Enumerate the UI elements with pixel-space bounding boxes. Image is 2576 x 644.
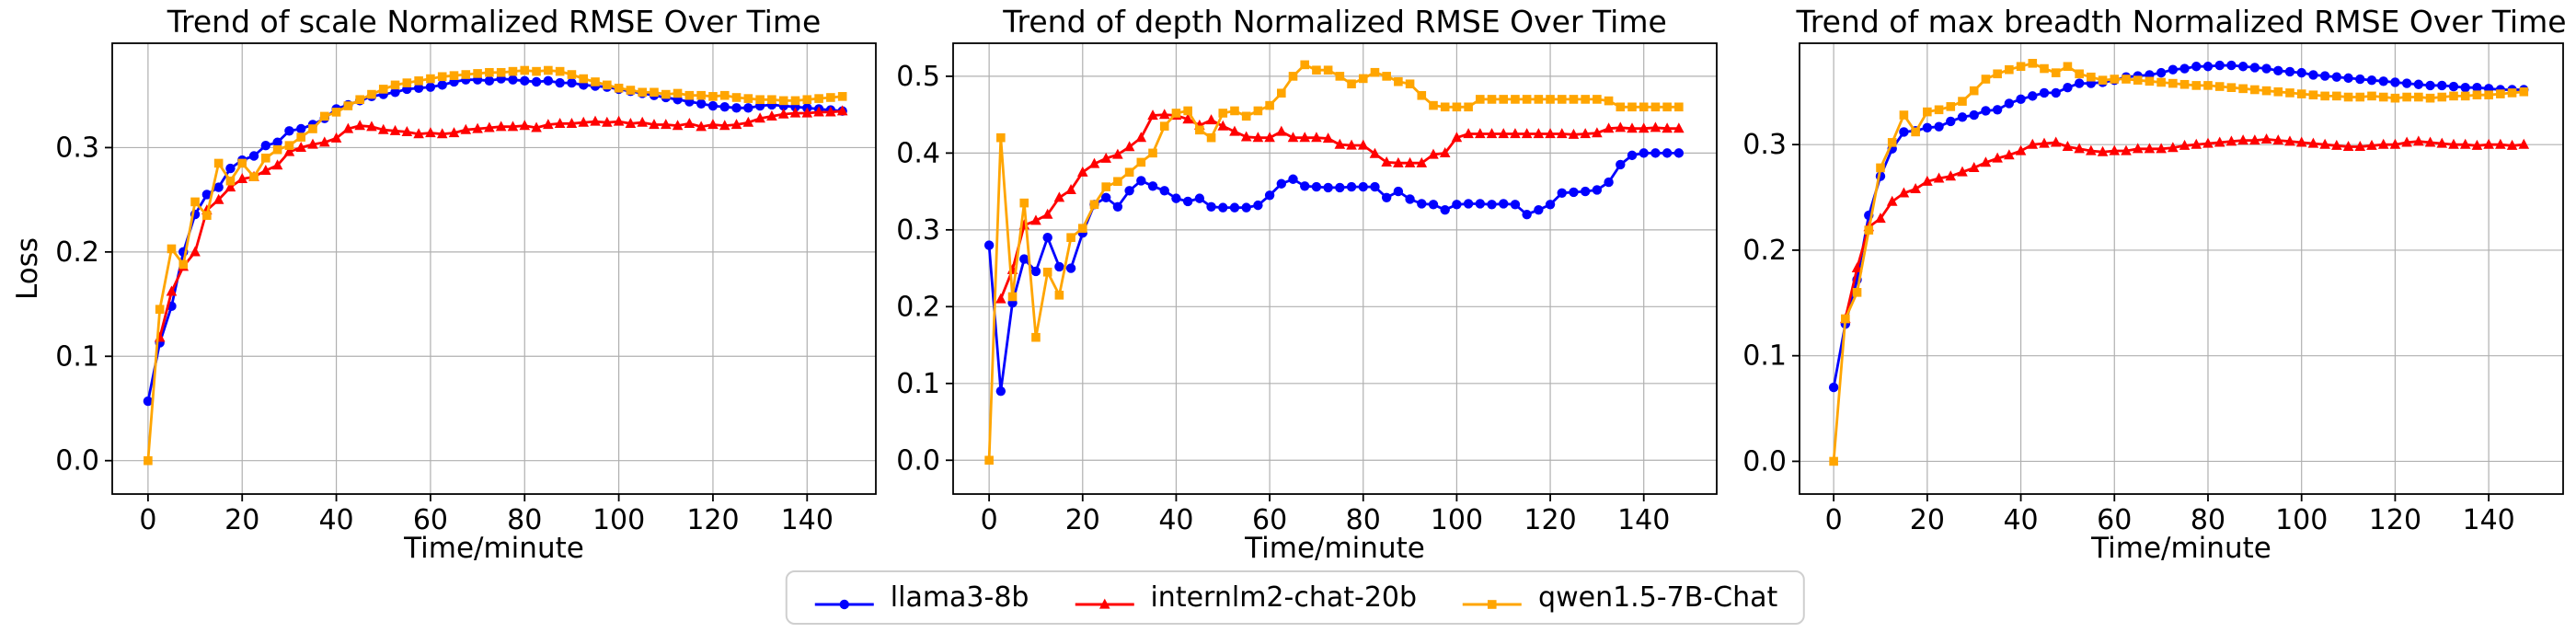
series-markers-qwen1.5-7B-Chat: [1829, 59, 2529, 466]
x-tick-label: 80: [2191, 504, 2225, 536]
legend-label: llama3-8b: [890, 581, 1029, 614]
legend-label: qwen1.5-7B-Chat: [1538, 581, 1778, 614]
series-markers-internlm2-chat-20b: [1840, 133, 2530, 324]
x-tick-label: 120: [2369, 504, 2421, 536]
y-tick-label: 0.3: [896, 214, 940, 247]
y-tick-label: 0.2: [55, 236, 99, 269]
x-tick-label: 120: [686, 504, 739, 536]
legend-entry-llama3-8b: llama3-8b: [813, 581, 1029, 614]
legend-label: internlm2-chat-20b: [1150, 581, 1418, 614]
x-tick-label: 140: [781, 504, 834, 536]
series-markers-llama3-8b: [983, 148, 1685, 397]
series-line-qwen1.5-7B-Chat: [146, 69, 843, 461]
y-tick-label: 0.0: [1742, 445, 1787, 477]
x-tick-label: 0: [1825, 504, 1843, 536]
x-axis-label-depth: Time/minute: [1245, 532, 1425, 565]
series-markers-qwen1.5-7B-Chat: [144, 65, 847, 466]
legend-line-triangle-icon: [1073, 589, 1135, 609]
axes: 0 20 40 60 80 100 120 140 0.0 0.1 0.2 0.3: [55, 132, 834, 536]
x-tick-label: 20: [1910, 504, 1945, 536]
y-axis-label-loss: Loss: [11, 237, 44, 300]
y-tick-label: 0.1: [55, 340, 99, 373]
axes: 0 20 40 60 80 100 120 140 0.0 0.1 0.2 0.3: [1742, 129, 2514, 536]
x-tick-label: 100: [2275, 504, 2328, 536]
legend-entry-internlm2-chat-20b: internlm2-chat-20b: [1073, 581, 1417, 614]
x-tick-label: 20: [224, 504, 259, 536]
x-tick-label: 100: [1431, 504, 1483, 536]
axes: 0 20 40 60 80 100 120 140 0.0 0.1 0.2 0.3 0.4 0.5: [896, 61, 1670, 536]
y-tick-label: 0.1: [896, 368, 940, 400]
chart-title-scale: Trend of scale Normalized RMSE Over Time: [167, 4, 822, 40]
x-tick-label: 80: [1346, 504, 1381, 536]
y-tick-label: 0.2: [1742, 235, 1787, 267]
legend: llama3-8b internlm2-chat-20b qwen1.5-7B-…: [785, 570, 1806, 625]
y-tick-label: 0.3: [1742, 129, 1787, 161]
series-line-qwen1.5-7B-Chat: [987, 63, 1679, 461]
chart-title-max-breadth: Trend of max breadth Normalized RMSE Ove…: [1796, 4, 2567, 40]
legend-entry-qwen1.5-7B-Chat: qwen1.5-7B-Chat: [1461, 581, 1777, 614]
series-markers-llama3-8b: [1828, 60, 2529, 393]
x-tick-label: 100: [592, 504, 645, 536]
x-tick-label: 0: [981, 504, 998, 536]
legend-line-circle-icon: [813, 589, 876, 609]
chart-panel-max-breadth: 0 20 40 60 80 100 120 140 0.0 0.1 0.2 0.3: [1742, 42, 2564, 536]
x-axis-label-max-breadth: Time/minute: [2091, 532, 2271, 565]
x-axis-label-scale: Time/minute: [404, 532, 584, 565]
y-tick-label: 0.0: [896, 444, 940, 477]
x-tick-label: 40: [2003, 504, 2038, 536]
chart-panel-depth: 0 20 40 60 80 100 120 140 0.0 0.1 0.2 0.3 0.4 0.5: [896, 42, 1718, 536]
chart-panel-scale: 0 20 40 60 80 100 120 140 0.0 0.1 0.2 0.3: [55, 42, 877, 536]
y-tick-label: 0.0: [55, 445, 99, 477]
gridlines: [1800, 43, 2563, 494]
x-tick-label: 40: [318, 504, 353, 536]
x-tick-label: 140: [2463, 504, 2515, 536]
x-tick-label: 140: [1617, 504, 1670, 536]
y-tick-label: 0.3: [55, 132, 99, 164]
y-tick-label: 0.5: [896, 61, 940, 93]
x-tick-label: 20: [1065, 504, 1100, 536]
x-tick-label: 80: [507, 504, 542, 536]
y-tick-label: 0.4: [896, 137, 940, 169]
y-tick-label: 0.1: [1742, 340, 1787, 373]
x-tick-label: 60: [2097, 504, 2132, 536]
chart-title-depth: Trend of depth Normalized RMSE Over Time: [1003, 4, 1667, 40]
x-tick-label: 60: [1252, 504, 1287, 536]
series-markers-internlm2-chat-20b: [154, 105, 848, 342]
x-tick-label: 40: [1158, 504, 1193, 536]
series-markers-qwen1.5-7B-Chat: [984, 60, 1684, 466]
gridlines: [112, 43, 876, 494]
y-tick-label: 0.2: [896, 291, 940, 323]
x-tick-label: 120: [1524, 504, 1576, 536]
series-line-internlm2-chat-20b: [1844, 137, 2524, 319]
x-tick-label: 60: [413, 504, 448, 536]
x-tick-label: 0: [139, 504, 156, 536]
legend-line-square-icon: [1461, 589, 1524, 609]
